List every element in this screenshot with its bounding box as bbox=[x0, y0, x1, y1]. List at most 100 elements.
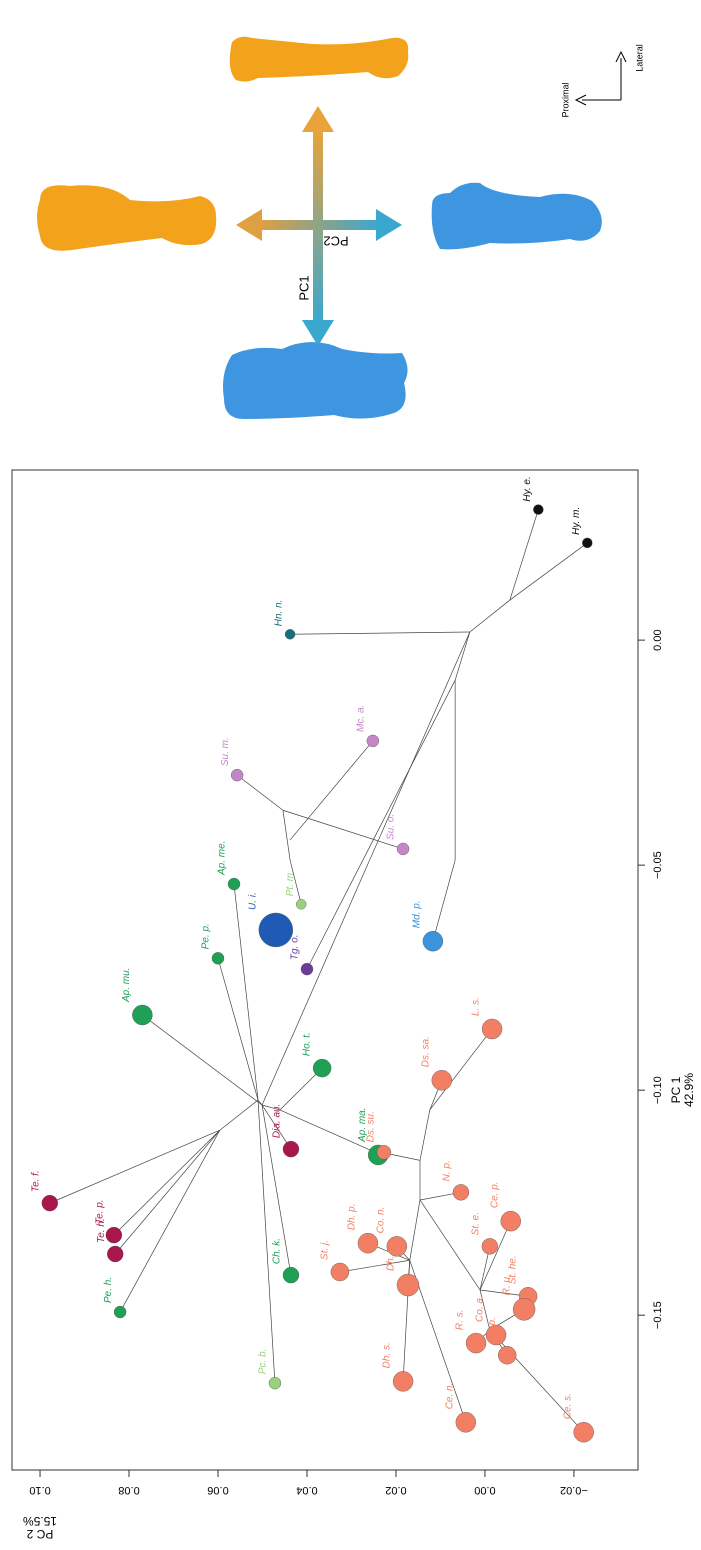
species-label: Pt. m. bbox=[285, 870, 296, 896]
species-label: Ho. t. bbox=[302, 1032, 313, 1056]
species-point bbox=[230, 768, 244, 782]
species-label: Dc. b. bbox=[487, 1317, 498, 1343]
species-point bbox=[431, 1070, 452, 1091]
tree-branch bbox=[289, 740, 374, 841]
species-label: Ce. p. bbox=[489, 1181, 500, 1208]
x-tick-label: −0.05 bbox=[652, 851, 664, 879]
species-point bbox=[376, 1145, 392, 1160]
tree-branch bbox=[290, 631, 470, 635]
x-tick-label: −0.15 bbox=[652, 1301, 664, 1329]
pc2-arrow-head-left bbox=[236, 209, 262, 241]
x-axis-label: 42.9% bbox=[682, 1073, 696, 1107]
tree-branch bbox=[479, 1289, 491, 1331]
y-axis-label: 15.5% bbox=[23, 1514, 57, 1528]
tree-branch bbox=[279, 1109, 371, 1151]
species-label: Ce. n. bbox=[444, 1383, 455, 1410]
species-label: Dia. au. bbox=[272, 1104, 283, 1138]
species-point bbox=[282, 1266, 300, 1284]
species-point bbox=[533, 504, 544, 515]
species-label: Hy. e. bbox=[522, 476, 533, 501]
species-label: L. s. bbox=[471, 997, 482, 1016]
tree-branch bbox=[409, 1260, 467, 1423]
species-point bbox=[357, 1232, 379, 1254]
tree-branch bbox=[142, 1014, 263, 1106]
species-point bbox=[396, 1273, 420, 1297]
tree-branch bbox=[261, 1104, 292, 1150]
species-point bbox=[312, 1058, 332, 1078]
y-axis-label: PC 2 bbox=[26, 1527, 53, 1541]
species-label: Te. p. bbox=[95, 1199, 106, 1224]
tree-branch bbox=[261, 1104, 280, 1111]
tree-branch bbox=[509, 542, 588, 601]
tree-branch bbox=[261, 631, 471, 1106]
species-point bbox=[452, 1184, 470, 1201]
species-label: Hn. n. bbox=[274, 600, 285, 627]
species-label: Ap. mu. bbox=[121, 968, 132, 1003]
species-label: Ds. su. bbox=[366, 1111, 377, 1142]
tree-branch bbox=[282, 809, 404, 850]
species-point bbox=[422, 930, 444, 952]
species-label: Dh. p. bbox=[347, 1203, 358, 1230]
species-label: Co. a. bbox=[475, 1295, 486, 1322]
species-label: Te. h. bbox=[96, 1218, 107, 1243]
species-point bbox=[481, 1238, 499, 1255]
tree-branch bbox=[219, 1099, 259, 1131]
y-tick-label: 0.04 bbox=[296, 1484, 317, 1496]
tree-branch bbox=[217, 958, 259, 1101]
species-label: St. j. bbox=[320, 1240, 331, 1260]
species-point bbox=[485, 1324, 507, 1346]
species-label: Hy. m. bbox=[571, 507, 582, 535]
tree-branch bbox=[479, 1220, 512, 1291]
y-tick-label: 0.00 bbox=[474, 1484, 495, 1496]
species-point bbox=[113, 1305, 127, 1319]
y-tick-label: −0.02 bbox=[560, 1484, 588, 1496]
species-label: St. he. bbox=[508, 1255, 519, 1284]
tree-branch bbox=[339, 1259, 410, 1273]
species-point bbox=[330, 1262, 350, 1282]
tree-branch bbox=[409, 1199, 421, 1261]
species-label: Su. m. bbox=[220, 737, 231, 766]
species-point bbox=[268, 1376, 282, 1390]
species-point bbox=[295, 899, 307, 910]
species-label: Tg. o. bbox=[290, 935, 301, 961]
species-label: Ds. sa. bbox=[420, 1036, 431, 1067]
pc2-arrow-shaft bbox=[258, 220, 380, 230]
pc1-arrow-head-down bbox=[302, 320, 334, 346]
species-label: Ce. s. bbox=[562, 1393, 573, 1419]
pc-arrows: PC1 PC2 bbox=[236, 106, 402, 346]
species-point bbox=[227, 877, 241, 891]
species-label: Su. o. bbox=[386, 814, 397, 840]
bone-illustrations bbox=[37, 36, 602, 419]
species-point bbox=[386, 1236, 408, 1257]
pc2-arrow-label: PC2 bbox=[323, 234, 348, 249]
species-label: Mc. a. bbox=[355, 705, 366, 732]
tree-branch bbox=[509, 509, 539, 601]
tree-branch bbox=[113, 1129, 221, 1236]
tree-branch bbox=[289, 860, 302, 905]
species-point bbox=[105, 1226, 123, 1244]
y-tick-label: 0.02 bbox=[385, 1484, 406, 1496]
species-label: Dh. m. bbox=[386, 1242, 397, 1271]
bone-bottom bbox=[223, 342, 408, 419]
species-point bbox=[455, 1412, 477, 1433]
y-tick-label: 0.06 bbox=[207, 1484, 228, 1496]
plot-frame bbox=[11, 469, 639, 1471]
bone-top bbox=[229, 36, 409, 82]
species-label: Ap. ma. bbox=[357, 1107, 368, 1142]
y-tick-label: 0.10 bbox=[29, 1484, 50, 1496]
species-point bbox=[465, 1332, 487, 1354]
species-label: Ch. k. bbox=[272, 1238, 283, 1264]
tree-branch bbox=[282, 810, 291, 861]
x-tick-label: −0.10 bbox=[652, 1076, 664, 1104]
species-point bbox=[497, 1346, 517, 1365]
species-point bbox=[396, 842, 410, 856]
species-label: U. i. bbox=[247, 892, 258, 910]
tree-branch bbox=[306, 680, 456, 970]
pc2-arrow-head-right bbox=[376, 209, 402, 241]
tree-branch bbox=[279, 1067, 323, 1111]
species-point bbox=[573, 1421, 594, 1443]
plot: 0.00 −0.05 −0.10 −0.15 0.10 0.08 0.06 0.04 0.02 0… bbox=[23, 476, 697, 1541]
x-tick-label: 0.00 bbox=[652, 629, 664, 650]
